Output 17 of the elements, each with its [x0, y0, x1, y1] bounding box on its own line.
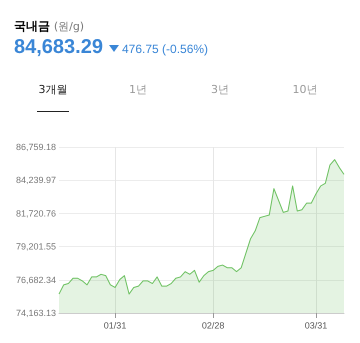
text: 10년 [292, 82, 318, 97]
y-tick-label: 81,720.76 [16, 208, 56, 218]
y-tick-label: 76,682.34 [16, 274, 56, 285]
text: 84,683.29 [14, 36, 103, 59]
text: 1년 [129, 82, 147, 97]
y-tick-label: 86,759.18 [16, 142, 56, 152]
x-tick-label: 01/31 [104, 320, 126, 330]
x-tick-label: 02/28 [202, 320, 224, 330]
text: 3년 [211, 82, 229, 97]
x-tick-label: 03/31 [304, 320, 328, 330]
chart-subtitle: (원/g) [54, 20, 84, 33]
y-tick-label: 74,163.13 [16, 308, 56, 318]
y-tick-label: 84,239.97 [16, 175, 56, 186]
y-tick-label: 79,201.55 [16, 242, 56, 252]
text: 3개월 [38, 82, 68, 97]
chart-title: 국내금 [14, 19, 50, 33]
text: 476.75 (-0.56%) [122, 42, 208, 56]
